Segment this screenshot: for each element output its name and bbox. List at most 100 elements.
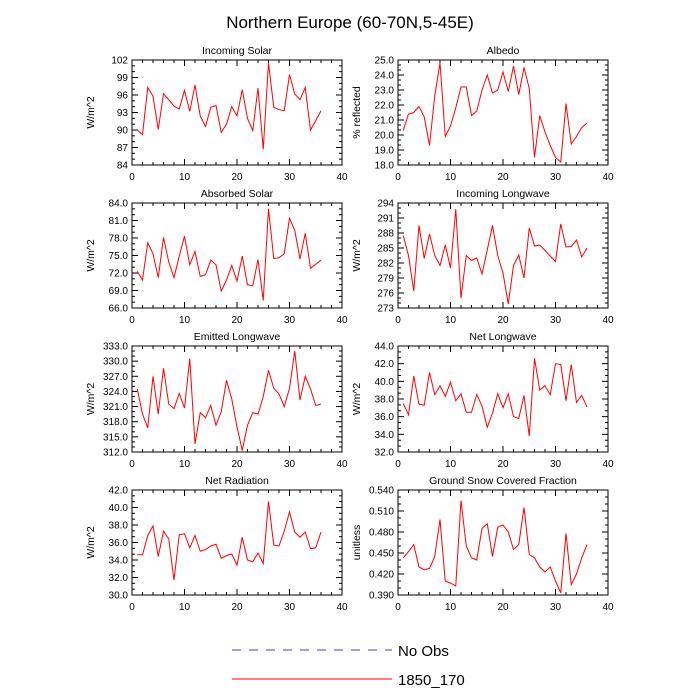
- y-tick-label: 96: [117, 91, 129, 102]
- panel-1: Albedo % reflected 18.0 19.0 20.0 21.0 22.0 23.…: [351, 45, 614, 183]
- y-tick-label: 32.0: [109, 573, 129, 584]
- x-tick-label: 10: [445, 459, 457, 470]
- y-tick-label: 75.0: [109, 251, 129, 262]
- series-line-1850-170: [136, 208, 322, 301]
- panel-7: Ground Snow Covered Fraction unitless 0.39…: [351, 475, 614, 613]
- legend-label-1850-170: 1850_170: [398, 672, 465, 689]
- panel-title: Incoming Longwave: [456, 188, 550, 200]
- panel-frame: [397, 202, 609, 309]
- x-tick-label: 40: [602, 315, 614, 326]
- x-tick-label: 20: [231, 315, 243, 326]
- series-line-1850-170: [137, 501, 322, 581]
- panel-title: Absorbed Solar: [201, 188, 274, 200]
- panel-2: Absorbed Solar W/m^2 66.0 69.0 72.0 75.0 78.0 8…: [85, 188, 348, 326]
- y-tick-label: 72.0: [109, 269, 129, 280]
- y-tick-label: 312.0: [103, 448, 128, 459]
- y-tick-label: 20.0: [375, 131, 395, 142]
- y-axis-label: W/m^2: [351, 239, 363, 272]
- y-tick-label: 36.0: [109, 538, 129, 549]
- x-tick-label: 30: [550, 172, 562, 183]
- y-tick-label: 38.0: [375, 395, 395, 406]
- x-tick-label: 0: [395, 459, 401, 470]
- x-tick-label: 40: [336, 315, 348, 326]
- y-tick-label: 321.0: [103, 402, 128, 413]
- x-tick-label: 10: [179, 315, 191, 326]
- y-tick-label: 0.420: [369, 570, 394, 581]
- x-tick-label: 0: [129, 459, 135, 470]
- y-tick-label: 93: [117, 108, 129, 119]
- y-tick-label: 99: [117, 73, 129, 84]
- panel-title: Incoming Solar: [202, 45, 273, 57]
- y-tick-label: 294: [377, 199, 394, 210]
- y-tick-label: 87: [117, 143, 129, 154]
- series-line-1850-170: [402, 358, 588, 437]
- y-tick-label: 40.0: [375, 377, 395, 388]
- y-tick-label: 81.0: [109, 216, 129, 227]
- y-axis-label: W/m^2: [85, 526, 97, 559]
- x-tick-label: 30: [284, 459, 296, 470]
- y-tick-label: 78.0: [109, 234, 129, 245]
- y-tick-label: 24.0: [375, 71, 395, 82]
- y-tick-label: 0.390: [369, 591, 394, 602]
- series-line-1850-170: [402, 62, 588, 164]
- y-tick-label: 276: [377, 289, 394, 300]
- x-tick-label: 40: [336, 459, 348, 470]
- y-tick-label: 36.0: [375, 412, 395, 423]
- series-line-1850-170: [402, 500, 588, 594]
- figure-title: Northern Europe (60-70N,5-45E): [226, 13, 474, 32]
- series-line-1850-170: [402, 208, 588, 305]
- y-tick-label: 30.0: [109, 591, 129, 602]
- series-line-1850-170: [136, 350, 322, 451]
- y-tick-label: 0.540: [369, 486, 394, 497]
- y-tick-label: 66.0: [109, 304, 129, 315]
- y-tick-label: 291: [377, 214, 394, 225]
- panel-4: Emitted Longwave W/m^2 312.0 315.0 318.0 321.…: [85, 331, 348, 470]
- x-tick-label: 10: [445, 172, 457, 183]
- y-tick-label: 38.0: [109, 521, 129, 532]
- y-tick-label: 25.0: [375, 56, 395, 67]
- x-tick-label: 10: [445, 315, 457, 326]
- y-tick-label: 21.0: [375, 116, 395, 127]
- x-tick-label: 30: [550, 459, 562, 470]
- y-tick-label: 23.0: [375, 86, 395, 97]
- y-tick-label: 318.0: [103, 417, 128, 428]
- y-tick-label: 288: [377, 229, 394, 240]
- x-tick-label: 20: [497, 459, 509, 470]
- y-axis-label: W/m^2: [85, 239, 97, 272]
- y-tick-label: 0.510: [369, 507, 394, 518]
- panel-frame: [131, 489, 343, 596]
- y-tick-label: 22.0: [375, 101, 395, 112]
- y-tick-label: 32.0: [375, 448, 395, 459]
- x-tick-label: 10: [179, 459, 191, 470]
- x-tick-label: 20: [231, 602, 243, 613]
- x-tick-label: 0: [395, 172, 401, 183]
- x-tick-label: 0: [395, 602, 401, 613]
- x-tick-label: 30: [550, 315, 562, 326]
- y-tick-label: 0.450: [369, 549, 394, 560]
- y-tick-label: 84.0: [109, 199, 129, 210]
- panel-3: Incoming Longwave W/m^2 273 276 279 282 285 288…: [351, 188, 614, 326]
- x-tick-label: 40: [602, 459, 614, 470]
- x-tick-label: 20: [497, 172, 509, 183]
- y-tick-label: 19.0: [375, 146, 395, 157]
- y-tick-label: 315.0: [103, 432, 128, 443]
- y-tick-label: 18.0: [375, 161, 395, 172]
- x-tick-label: 20: [497, 602, 509, 613]
- panel-frame: [131, 59, 343, 166]
- x-tick-label: 20: [231, 459, 243, 470]
- y-axis-label: W/m^2: [85, 383, 97, 416]
- y-tick-label: 273: [377, 304, 394, 315]
- x-tick-label: 10: [179, 602, 191, 613]
- legend: No Obs 1850_170: [232, 643, 465, 689]
- y-tick-label: 84: [117, 161, 129, 172]
- y-tick-label: 44.0: [375, 342, 395, 353]
- y-tick-label: 330.0: [103, 357, 128, 368]
- y-tick-label: 282: [377, 259, 394, 270]
- y-tick-label: 34.0: [375, 430, 395, 441]
- x-tick-label: 40: [602, 602, 614, 613]
- panel-title: Net Radiation: [205, 475, 269, 487]
- panel-frame: [131, 202, 343, 309]
